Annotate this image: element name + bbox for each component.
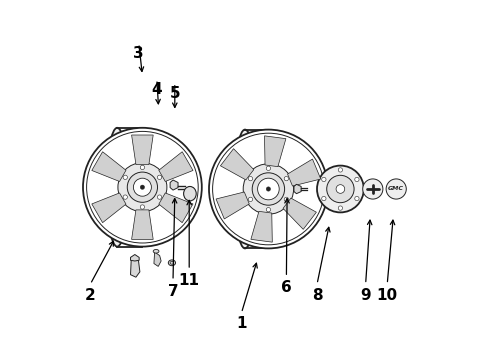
Polygon shape	[220, 149, 254, 180]
Ellipse shape	[106, 128, 128, 247]
Circle shape	[252, 173, 285, 205]
Circle shape	[118, 163, 167, 212]
Circle shape	[363, 179, 383, 199]
Polygon shape	[159, 193, 193, 222]
Text: 6: 6	[281, 280, 292, 296]
Polygon shape	[92, 193, 126, 222]
Ellipse shape	[234, 130, 256, 248]
Circle shape	[266, 187, 270, 191]
Text: 10: 10	[377, 288, 398, 303]
Circle shape	[336, 185, 345, 193]
Ellipse shape	[169, 260, 175, 266]
Circle shape	[248, 176, 253, 181]
Polygon shape	[132, 135, 153, 165]
Polygon shape	[130, 259, 140, 277]
Circle shape	[123, 175, 127, 180]
Polygon shape	[251, 211, 272, 242]
Circle shape	[248, 197, 253, 202]
Polygon shape	[283, 198, 317, 229]
Circle shape	[355, 197, 359, 201]
Text: 2: 2	[85, 288, 96, 303]
Circle shape	[322, 177, 326, 181]
Circle shape	[266, 166, 270, 171]
Polygon shape	[294, 184, 301, 194]
Polygon shape	[288, 159, 321, 186]
Circle shape	[209, 130, 328, 248]
Ellipse shape	[184, 186, 196, 201]
Circle shape	[157, 175, 162, 180]
Polygon shape	[92, 152, 126, 181]
Circle shape	[327, 175, 354, 203]
Polygon shape	[132, 210, 153, 239]
Text: GMC: GMC	[388, 186, 404, 192]
Text: 9: 9	[360, 288, 371, 303]
Polygon shape	[216, 192, 249, 219]
Circle shape	[140, 205, 145, 209]
Circle shape	[355, 177, 359, 181]
Circle shape	[266, 207, 270, 212]
Circle shape	[133, 178, 151, 196]
Polygon shape	[154, 252, 161, 266]
Circle shape	[386, 179, 406, 199]
Text: 3: 3	[133, 46, 144, 62]
Polygon shape	[159, 152, 193, 181]
Circle shape	[123, 195, 127, 199]
Circle shape	[258, 178, 279, 200]
Text: 7: 7	[168, 284, 178, 299]
Polygon shape	[130, 255, 139, 261]
Text: 8: 8	[312, 288, 322, 303]
Text: 4: 4	[151, 82, 162, 98]
Circle shape	[157, 195, 162, 199]
Circle shape	[338, 168, 343, 172]
Text: 11: 11	[179, 273, 200, 288]
Circle shape	[127, 172, 157, 202]
Circle shape	[322, 197, 326, 201]
Text: 5: 5	[170, 86, 180, 101]
Polygon shape	[170, 180, 178, 190]
Text: 1: 1	[236, 316, 246, 332]
Circle shape	[83, 128, 202, 247]
Circle shape	[284, 176, 289, 181]
Circle shape	[338, 206, 343, 210]
Circle shape	[243, 164, 294, 214]
Ellipse shape	[153, 249, 159, 253]
Polygon shape	[265, 136, 286, 167]
Circle shape	[140, 185, 145, 189]
Circle shape	[140, 165, 145, 170]
Circle shape	[317, 166, 364, 212]
Circle shape	[284, 197, 289, 202]
